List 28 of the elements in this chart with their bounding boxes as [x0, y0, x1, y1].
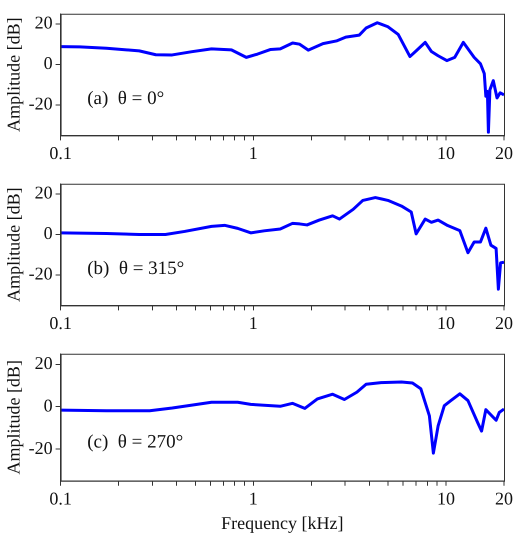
- y-tick-label: -20: [28, 264, 53, 284]
- x-tick-label: 0.1: [49, 312, 72, 333]
- x-tick-label: 10: [436, 488, 455, 508]
- x-tick-label: 20: [495, 142, 513, 163]
- x-tick-label: 0.1: [49, 142, 72, 163]
- y-tick-label: 20: [34, 353, 53, 374]
- annotation: (a) θ = 0°: [87, 88, 164, 109]
- x-tick-label: 1: [248, 312, 258, 333]
- x-tick-label: 0.1: [49, 488, 72, 508]
- y-tick-label: 20: [34, 182, 53, 203]
- y-tick-label: 0: [44, 395, 53, 416]
- y-tick-label: 0: [44, 223, 53, 244]
- x-tick-label: 20: [495, 312, 513, 333]
- y-tick-label: 0: [44, 53, 53, 74]
- x-axis-title: Frequency [kHz]: [221, 512, 344, 533]
- x-tick-label: 20: [495, 488, 513, 508]
- annotation: (c) θ = 270°: [87, 432, 184, 453]
- y-axis-title: Amplitude [dB]: [4, 17, 24, 132]
- y-axis-title: Amplitude [dB]: [4, 360, 24, 475]
- x-tick-label: 10: [436, 142, 455, 163]
- x-tick-label: 1: [248, 488, 258, 508]
- y-tick-label: -20: [28, 94, 53, 114]
- y-tick-label: 20: [34, 12, 53, 33]
- y-axis-title: Amplitude [dB]: [4, 187, 24, 302]
- y-tick-label: -20: [28, 438, 53, 458]
- annotation: (b) θ = 315°: [87, 258, 184, 279]
- x-tick-label: 1: [248, 142, 258, 163]
- x-tick-label: 10: [436, 312, 455, 333]
